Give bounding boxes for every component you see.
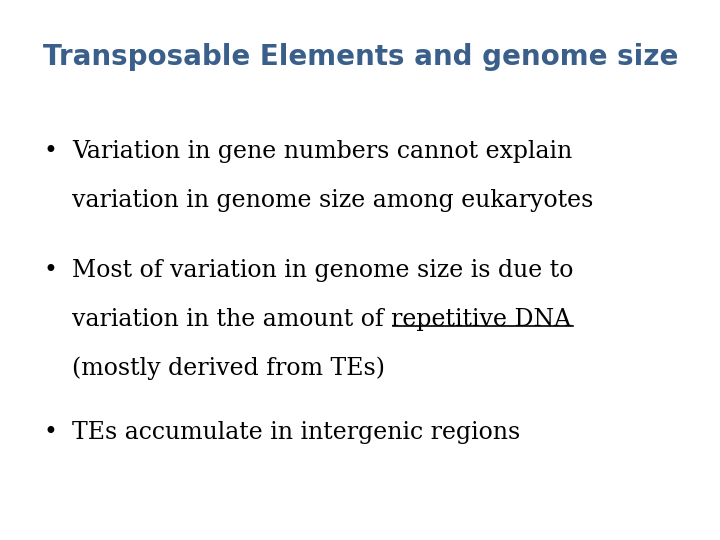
Text: Variation in gene numbers cannot explain: Variation in gene numbers cannot explain — [72, 140, 572, 164]
Text: (mostly derived from TEs): (mostly derived from TEs) — [72, 356, 385, 380]
Text: •: • — [43, 140, 57, 164]
Text: •: • — [43, 259, 57, 282]
Text: Most of variation in genome size is due to: Most of variation in genome size is due … — [72, 259, 573, 282]
Text: repetitive DNA: repetitive DNA — [391, 308, 571, 331]
Text: variation in the amount of: variation in the amount of — [72, 308, 391, 331]
Text: TEs accumulate in intergenic regions: TEs accumulate in intergenic regions — [72, 421, 521, 444]
Text: variation in genome size among eukaryotes: variation in genome size among eukaryote… — [72, 189, 593, 212]
Text: Transposable Elements and genome size: Transposable Elements and genome size — [43, 43, 678, 71]
Text: •: • — [43, 421, 57, 444]
